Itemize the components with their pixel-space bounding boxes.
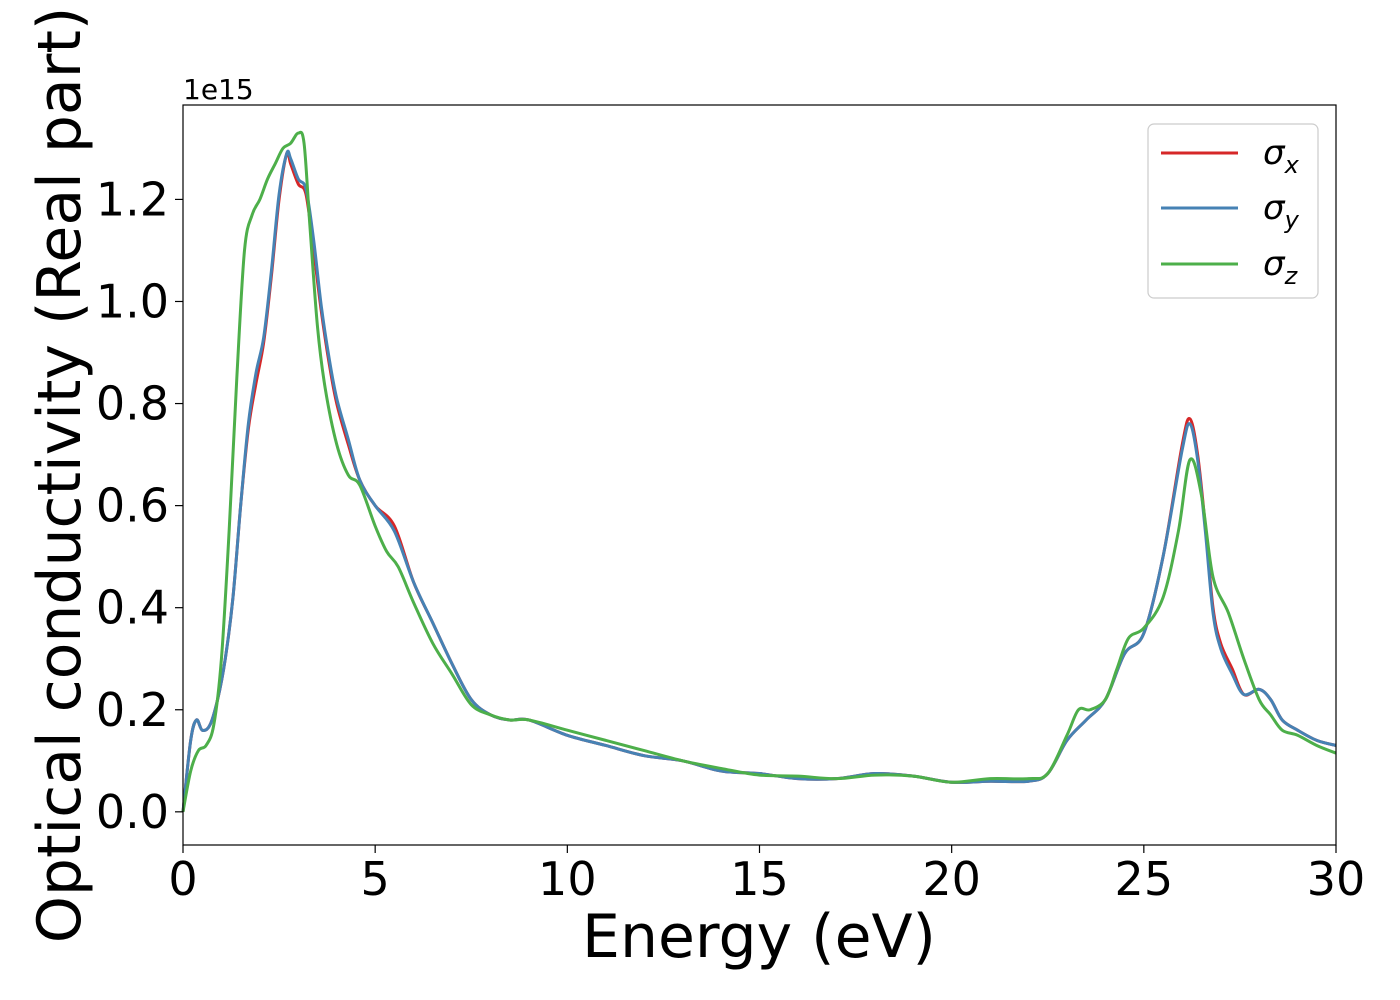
y-offset-label: 1e15 [183, 73, 254, 106]
y-tick-label: 0.2 [96, 683, 169, 737]
x-tick-label: 20 [922, 852, 981, 906]
x-tick-label: 10 [538, 852, 597, 906]
y-tick-label: 0.0 [96, 785, 169, 839]
y-axis: 0.0 0.2 0.4 0.6 0.8 1.0 1.2 [96, 172, 183, 838]
y-tick-label: 0.4 [96, 581, 169, 635]
y-tick-label: 0.6 [96, 479, 169, 533]
x-tick-label: 0 [168, 852, 197, 906]
x-tick-label: 25 [1115, 852, 1174, 906]
x-tick-label: 15 [730, 852, 789, 906]
y-tick-label: 1.2 [96, 172, 169, 226]
y-tick-label: 0.8 [96, 377, 169, 431]
x-axis: 0 5 10 15 20 25 30 [168, 845, 1365, 906]
x-axis-title: Energy (eV) [582, 902, 936, 972]
x-tick-label: 30 [1307, 852, 1366, 906]
x-tick-label: 5 [361, 852, 390, 906]
y-tick-label: 1.0 [96, 274, 169, 328]
y-axis-title: Optical conductivity (Real part) [25, 7, 95, 944]
